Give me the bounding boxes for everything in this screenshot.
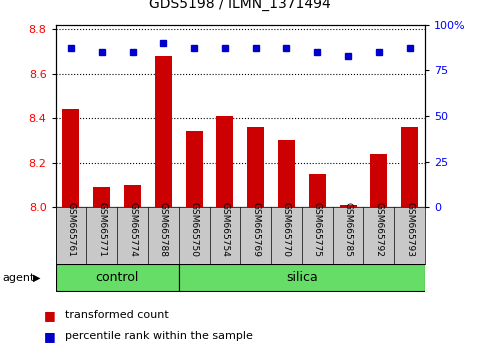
Bar (185, 131, 202, 207)
Bar (93, 187, 110, 207)
Text: GSM665788: GSM665788 (159, 202, 168, 257)
Text: ■: ■ (43, 330, 55, 343)
Text: percentile rank within the sample: percentile rank within the sample (65, 331, 253, 341)
FancyBboxPatch shape (179, 264, 425, 291)
Text: GSM665770: GSM665770 (282, 202, 291, 257)
Text: agent: agent (2, 273, 35, 283)
Text: GSM665774: GSM665774 (128, 202, 137, 257)
Bar (155, 56, 172, 207)
Bar (370, 154, 387, 207)
Text: silica: silica (286, 272, 318, 284)
Bar (401, 127, 418, 207)
Bar (62, 109, 79, 207)
Bar (309, 174, 326, 207)
Text: control: control (96, 272, 139, 284)
Text: GSM665769: GSM665769 (251, 202, 260, 257)
Text: ▶: ▶ (33, 273, 41, 283)
Bar (216, 116, 233, 207)
Bar (278, 141, 295, 207)
FancyBboxPatch shape (56, 264, 179, 291)
Text: GDS5198 / ILMN_1371494: GDS5198 / ILMN_1371494 (149, 0, 331, 11)
Bar (340, 205, 356, 207)
Bar (124, 185, 141, 207)
Text: GSM665775: GSM665775 (313, 202, 322, 257)
Text: GSM665761: GSM665761 (67, 202, 75, 257)
Bar (247, 127, 264, 207)
Text: GSM665750: GSM665750 (190, 202, 199, 257)
Text: transformed count: transformed count (65, 310, 169, 320)
Text: GSM665792: GSM665792 (374, 202, 384, 257)
Text: GSM665793: GSM665793 (405, 202, 414, 257)
Text: GSM665771: GSM665771 (97, 202, 106, 257)
Text: ■: ■ (43, 309, 55, 321)
Text: GSM665754: GSM665754 (220, 202, 229, 257)
Text: GSM665785: GSM665785 (343, 202, 353, 257)
